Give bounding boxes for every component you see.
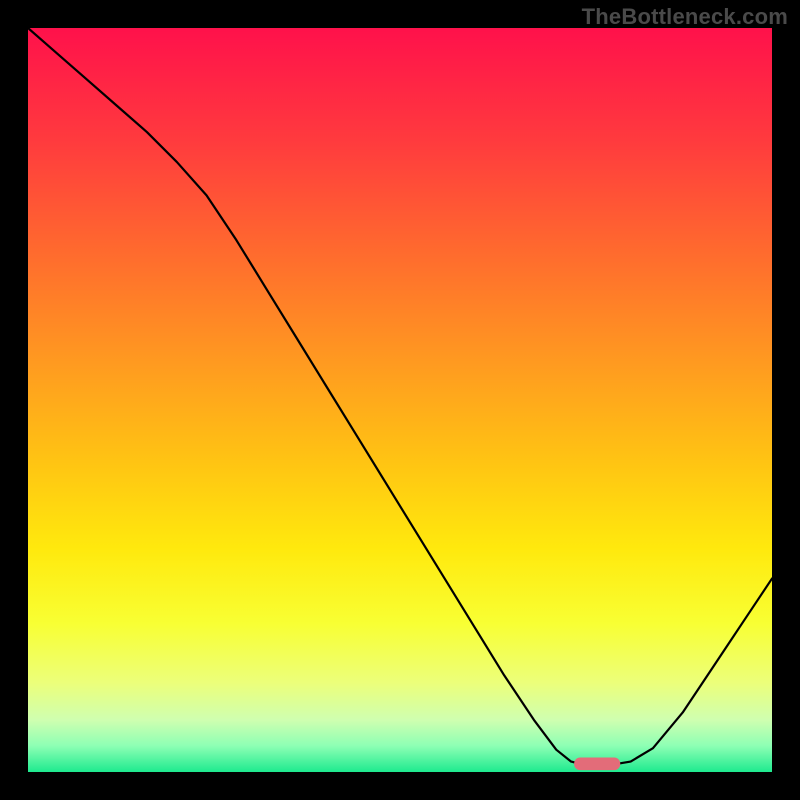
highlight-marker xyxy=(574,757,620,770)
plot-area xyxy=(28,28,772,772)
watermark-text: TheBottleneck.com xyxy=(582,4,788,30)
gradient-background xyxy=(28,28,772,772)
chart-svg xyxy=(28,28,772,772)
chart-root: TheBottleneck.com xyxy=(0,0,800,800)
